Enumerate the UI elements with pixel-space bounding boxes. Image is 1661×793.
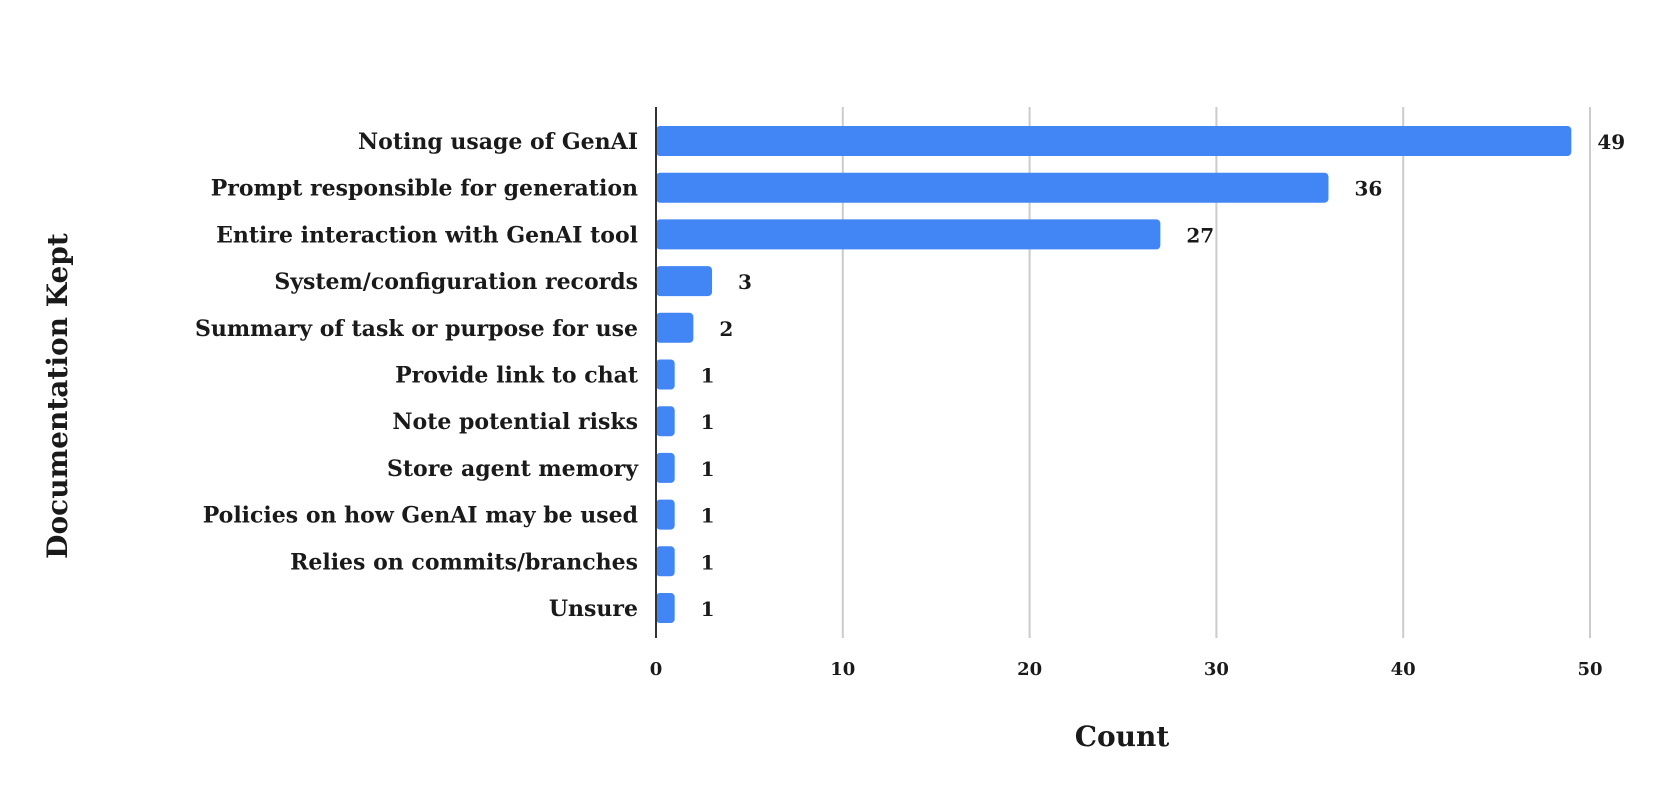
data-label: 1 — [701, 597, 715, 621]
data-label: 36 — [1354, 177, 1382, 201]
bar — [656, 266, 713, 297]
category-label: Unsure — [549, 596, 638, 622]
category-label: Relies on commits/branches — [290, 549, 638, 575]
bar — [656, 126, 1572, 156]
x-tick-label: 20 — [1017, 659, 1042, 680]
x-tick-label: 10 — [830, 659, 855, 680]
category-label: Note potential risks — [392, 409, 638, 435]
bar — [656, 452, 675, 483]
data-label: 27 — [1186, 223, 1214, 247]
bars — [656, 126, 1572, 623]
category-label: Policies on how GenAI may be used — [203, 503, 638, 529]
bar — [656, 359, 675, 390]
category-label: Noting usage of GenAI — [358, 129, 638, 155]
x-tick-label: 40 — [1391, 659, 1416, 680]
x-tick-label: 30 — [1204, 659, 1229, 680]
data-label: 1 — [701, 504, 715, 528]
bar — [656, 219, 1161, 250]
bar — [656, 172, 1329, 203]
labels: 0 10 20 30 40 50 Noting usage of GenAI 49 Prompt… — [195, 129, 1625, 680]
x-tick-label: 50 — [1577, 659, 1602, 680]
data-label: 3 — [738, 270, 752, 294]
category-label: Store agent memory — [387, 456, 639, 482]
bar — [656, 546, 675, 577]
data-label: 2 — [719, 317, 733, 341]
data-label: 1 — [701, 410, 715, 434]
data-label: 1 — [701, 364, 715, 388]
x-tick-label: 0 — [650, 659, 663, 680]
category-label: Prompt responsible for generation — [211, 176, 638, 202]
data-label: 1 — [701, 457, 715, 481]
data-label: 1 — [701, 550, 715, 574]
bar — [656, 312, 694, 343]
category-label: Provide link to chat — [395, 363, 639, 389]
bar — [656, 406, 675, 437]
bar — [656, 499, 675, 530]
bar — [656, 593, 675, 623]
x-axis-title: Count — [1075, 720, 1170, 753]
y-axis-title: Documentation Kept — [41, 233, 74, 559]
data-label: 49 — [1597, 130, 1625, 154]
category-label: System/configuration records — [274, 269, 638, 295]
category-label: Summary of task or purpose for use — [195, 316, 638, 342]
category-label: Entire interaction with GenAI tool — [216, 222, 638, 248]
